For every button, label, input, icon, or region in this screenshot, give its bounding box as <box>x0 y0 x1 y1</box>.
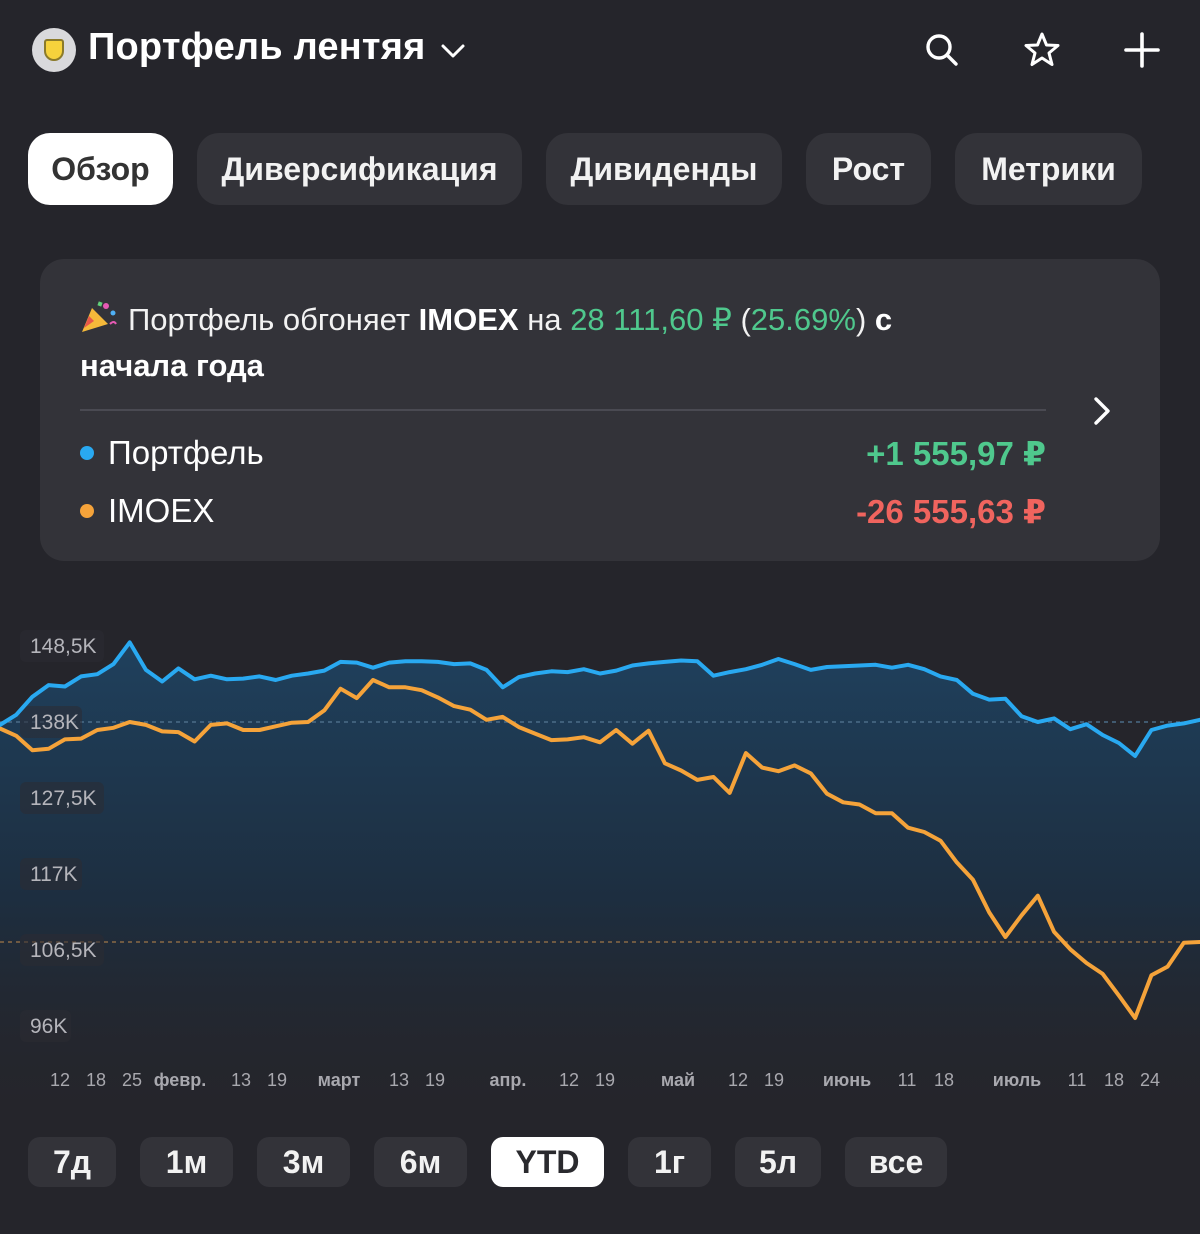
period-5y[interactable]: 5л <box>735 1137 821 1187</box>
y-tick-label: 148,5K <box>20 630 104 662</box>
period-ytd[interactable]: YTD <box>491 1137 604 1187</box>
imoex-dot <box>80 504 94 518</box>
x-tick-label: 18 <box>934 1070 954 1090</box>
svg-text:148,5K: 148,5K <box>30 635 97 658</box>
svg-text:96K: 96K <box>30 1015 67 1038</box>
portfolio-title[interactable]: Портфель лентяя <box>88 26 426 68</box>
series-line-portfolio <box>0 640 1200 758</box>
y-tick-label: 106,5K <box>20 934 104 966</box>
period-3m[interactable]: 3м <box>257 1137 350 1187</box>
logo-icon <box>32 28 76 72</box>
svg-text:106,5K: 106,5K <box>30 939 97 962</box>
x-tick-label: 18 <box>1104 1070 1124 1090</box>
legend-value: -26 555,63 ₽ <box>856 492 1046 530</box>
x-tick-label: 11 <box>1068 1070 1087 1090</box>
svg-text:138K: 138K <box>30 711 79 734</box>
legend-label: IMOEX <box>108 492 215 529</box>
chevron-down-icon[interactable] <box>438 36 468 66</box>
y-tick-label: 96K <box>20 1010 71 1042</box>
diff-percent: 25.69% <box>750 302 856 337</box>
x-tick-label: 13 <box>231 1070 251 1090</box>
x-tick-label: 12 <box>50 1070 70 1090</box>
party-popper-icon <box>82 301 117 332</box>
legend-label: Портфель <box>108 434 264 471</box>
period-all[interactable]: все <box>845 1137 947 1187</box>
x-tick-label: март <box>318 1070 361 1090</box>
tab-overview[interactable]: Обзор <box>28 133 173 205</box>
benchmark-name: IMOEX <box>418 302 519 337</box>
benchmark-summary-card[interactable]: Портфель обгоняет IMOEX на 28 111,60 ₽ (… <box>40 259 1160 561</box>
section-tabs: Обзор Диверсификация Дивиденды Рост Метр… <box>28 133 1142 205</box>
x-tick-label: 11 <box>898 1070 917 1090</box>
tab-dividends[interactable]: Дивиденды <box>546 133 782 205</box>
period-1y[interactable]: 1г <box>628 1137 711 1187</box>
performance-chart[interactable]: 148,5K 138K 127,5K 117K 106,5K 96K 12 18 25 февр… <box>0 600 1200 1110</box>
portfolio-dot <box>80 446 94 460</box>
summary-on: на <box>527 302 562 337</box>
x-tick-label: 24 <box>1140 1070 1160 1090</box>
paren-close: ) <box>855 302 867 337</box>
x-tick-label: 19 <box>425 1070 445 1090</box>
period-1m[interactable]: 1м <box>140 1137 233 1187</box>
x-tick-label: июль <box>993 1070 1042 1090</box>
summary-text: Портфель обгоняет IMOEX на 28 111,60 ₽ (… <box>80 297 1000 389</box>
portfolio-area-fill <box>0 642 1200 1110</box>
star-icon[interactable] <box>1020 28 1064 72</box>
x-tick-label: 13 <box>389 1070 409 1090</box>
summary-prefix: Портфель обгоняет <box>128 302 411 337</box>
x-tick-label: 12 <box>559 1070 579 1090</box>
x-tick-label: 12 <box>728 1070 748 1090</box>
diff-amount: 28 111,60 ₽ <box>570 302 732 337</box>
tab-metrics[interactable]: Метрики <box>955 133 1142 205</box>
y-tick-label: 127,5K <box>20 782 104 814</box>
x-tick-label: 19 <box>267 1070 287 1090</box>
svg-text:117K: 117K <box>30 863 78 886</box>
x-tick-label: май <box>661 1070 695 1090</box>
x-tick-label: февр. <box>154 1070 207 1090</box>
legend-row-imoex: IMOEX -26 555,63 ₽ <box>80 487 1046 535</box>
card-divider <box>80 409 1046 411</box>
period-7d[interactable]: 7д <box>28 1137 116 1187</box>
summary-suffix: с начала года <box>80 302 893 383</box>
paren-open: ( <box>740 302 751 337</box>
tab-growth[interactable]: Рост <box>806 133 931 205</box>
svg-text:127,5K: 127,5K <box>30 787 97 810</box>
search-icon[interactable] <box>920 28 964 72</box>
period-selector: 7д 1м 3м 6м YTD 1г 5л все <box>28 1137 947 1187</box>
x-tick-label: 25 <box>122 1070 142 1090</box>
period-6m[interactable]: 6м <box>374 1137 467 1187</box>
tab-diversification[interactable]: Диверсификация <box>197 133 522 205</box>
y-tick-label: 138K <box>20 706 82 738</box>
x-tick-label: 19 <box>595 1070 615 1090</box>
series-line-imoex <box>0 678 1200 1020</box>
x-tick-label: июнь <box>823 1070 871 1090</box>
legend-value: +1 555,97 ₽ <box>866 434 1046 472</box>
x-tick-label: 18 <box>86 1070 106 1090</box>
chevron-right-icon[interactable] <box>1084 393 1120 429</box>
x-tick-label: 19 <box>764 1070 784 1090</box>
app-header: Портфель лентяя <box>0 0 1200 100</box>
legend-row-portfolio: Портфель +1 555,97 ₽ <box>80 429 1046 477</box>
plus-icon[interactable] <box>1120 28 1164 72</box>
x-tick-label: апр. <box>490 1070 527 1090</box>
y-tick-label: 117K <box>20 858 82 890</box>
